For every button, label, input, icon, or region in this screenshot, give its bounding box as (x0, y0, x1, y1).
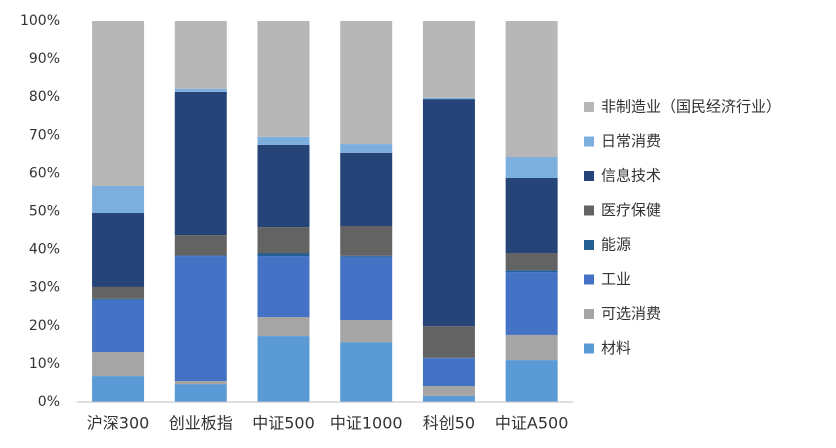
y-tick-label: 60% (29, 165, 60, 181)
legend-label: 信息技术 (601, 167, 661, 185)
bar-segment (174, 381, 227, 385)
bar-segment (505, 360, 558, 402)
legend-marker (584, 102, 594, 112)
bar-segment (340, 256, 393, 321)
bar-segment (174, 21, 227, 89)
x-tick-label: 科创50 (423, 414, 475, 433)
bar-segment (174, 88, 227, 92)
y-tick-label: 50% (29, 204, 60, 220)
bar-segment (422, 97, 475, 100)
bar-segment (92, 299, 145, 353)
legend-marker (584, 171, 594, 181)
y-tick-label: 40% (29, 242, 60, 258)
legend-label: 工业 (601, 270, 631, 288)
bar-segment (340, 144, 393, 153)
bar-segment (422, 395, 475, 402)
bar-segment (174, 235, 227, 256)
bar-segment (257, 256, 310, 318)
y-tick-label: 10% (29, 356, 60, 372)
bar-segment (92, 21, 145, 186)
legend-label: 医疗保健 (601, 201, 661, 219)
bar-segment (505, 334, 558, 361)
bar-segment (340, 320, 393, 343)
bar-segment (174, 256, 227, 382)
bar-segment (340, 152, 393, 226)
legend-marker (584, 309, 594, 319)
bar-segment (422, 21, 475, 98)
bar-segment (505, 270, 558, 273)
y-tick-label: 20% (29, 318, 60, 334)
y-tick-label: 100% (20, 13, 60, 29)
legend-marker (584, 343, 594, 354)
bar-segment (505, 272, 558, 335)
bar-segment (257, 227, 310, 254)
x-tick-label: 中证1000 (330, 414, 403, 433)
bar-segment (422, 358, 475, 386)
bar-segment (92, 185, 145, 214)
legend-label: 日常消费 (601, 132, 661, 150)
bar-segment (174, 255, 227, 257)
x-tick-label: 创业板指 (169, 414, 233, 433)
legend-label: 非制造业（国民经济行业） (601, 98, 781, 116)
bar-segment (505, 253, 558, 271)
x-tick-label: 沪深300 (87, 414, 150, 433)
y-tick-label: 30% (29, 280, 60, 296)
legend-label: 能源 (601, 236, 631, 254)
legend-marker (584, 274, 594, 285)
bar-segment (257, 136, 310, 145)
bar-segment (505, 21, 558, 158)
bar-segment (174, 384, 227, 402)
bar-segment (505, 177, 558, 254)
legend-marker (584, 136, 594, 147)
bar-segment (174, 91, 227, 236)
bar-segment (92, 298, 145, 300)
bar-segment (340, 255, 393, 257)
y-tick-label: 80% (29, 89, 60, 105)
bar-segment (92, 376, 145, 402)
bar-segment (92, 286, 145, 299)
legend-marker (584, 240, 594, 250)
x-tick-label: 中证500 (252, 414, 315, 433)
x-tick-label: 中证A500 (495, 414, 569, 433)
bar-segment (257, 21, 310, 137)
bar-segment (422, 385, 475, 396)
bar-segment (92, 213, 145, 287)
legend-label: 材料 (601, 339, 631, 357)
bar-segment (92, 352, 145, 377)
bar-segment (422, 99, 475, 327)
bar-segment (257, 144, 310, 228)
y-tick-label: 70% (29, 127, 60, 143)
y-tick-label: 0% (38, 394, 60, 410)
bar-segment (257, 253, 310, 257)
bar-segment (340, 342, 393, 402)
bar-segment (505, 157, 558, 178)
bar-segment (422, 326, 475, 358)
bar-segment (340, 21, 393, 145)
bar-segment (340, 225, 393, 256)
legend-label: 可选消费 (601, 305, 661, 323)
bar-segment (257, 336, 310, 402)
legend-marker (584, 205, 594, 216)
y-tick-label: 90% (29, 51, 60, 67)
bar-segment (257, 317, 310, 337)
